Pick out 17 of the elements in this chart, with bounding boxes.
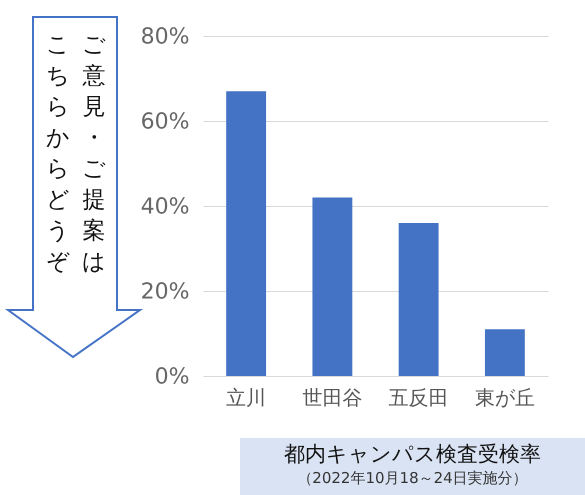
y-tick-label: 40% (140, 194, 190, 220)
x-tick-label: 五反田 (388, 386, 449, 410)
bar (398, 223, 439, 376)
text: 都内キャンパス検査受検率 (283, 441, 542, 468)
y-tick-label: 60% (140, 110, 190, 134)
x-tick-label: 世田谷 (302, 386, 362, 410)
bar (226, 91, 266, 376)
text: ご意見・ご提案は (81, 31, 107, 277)
text: こちらからどうぞ (45, 31, 71, 277)
x-tick-label: 東が丘 (474, 386, 535, 410)
x-tick-label: 立川 (226, 386, 266, 410)
text: （2022年10月18～24日実施分） (296, 468, 529, 488)
y-tick-label: 80% (140, 24, 190, 50)
y-tick-label: 0% (154, 364, 190, 390)
y-tick-label: 20% (140, 280, 190, 304)
bar (312, 198, 352, 376)
bar (484, 329, 525, 376)
